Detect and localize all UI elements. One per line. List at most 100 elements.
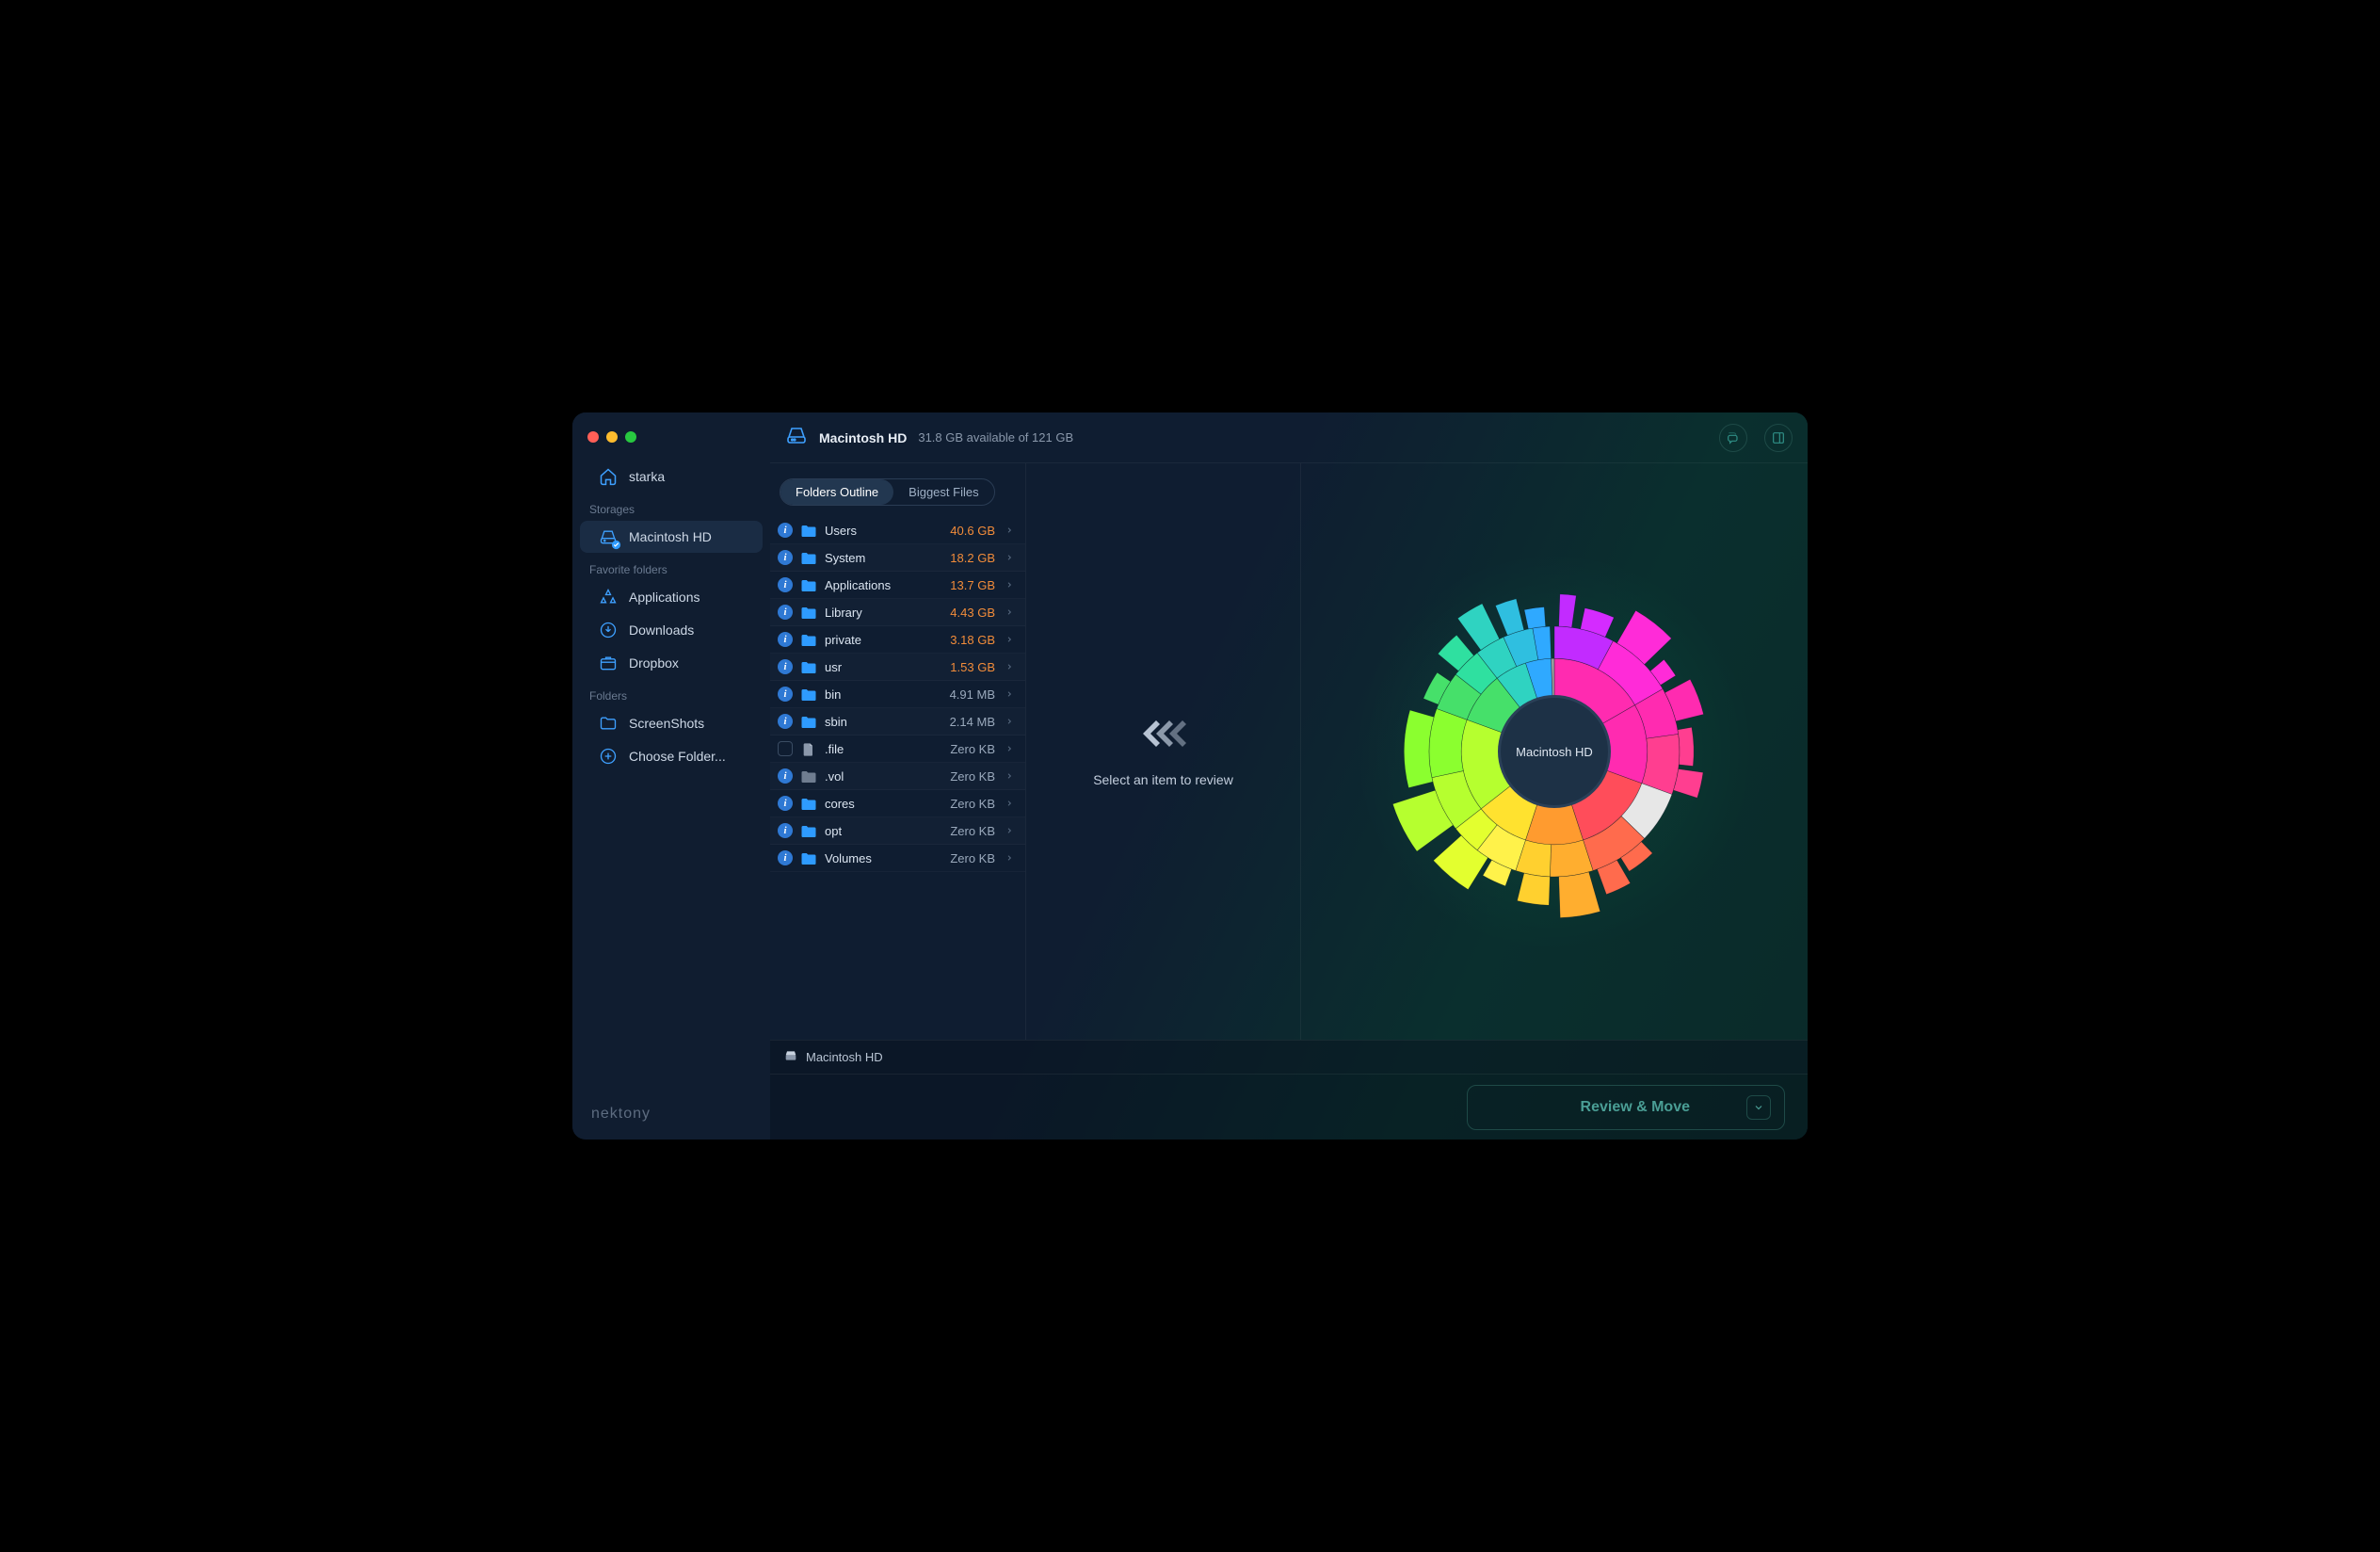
- folder-icon: [800, 769, 817, 783]
- folder-size: 4.91 MB: [933, 687, 995, 702]
- titlebar: Macintosh HD 31.8 GB available of 121 GB: [770, 412, 1808, 463]
- minimize-button[interactable]: [606, 431, 618, 443]
- chevron-right-icon: [1003, 825, 1016, 836]
- folder-size: 18.2 GB: [933, 551, 995, 565]
- folder-size: 40.6 GB: [933, 524, 995, 538]
- folder-name: private: [825, 633, 925, 647]
- sidebar-item-dropbox[interactable]: Dropbox: [580, 647, 763, 679]
- sidebar-heading: Favorite folders: [572, 554, 770, 580]
- folder-row[interactable]: iUsers40.6 GB: [770, 517, 1025, 544]
- info-icon[interactable]: i: [778, 687, 793, 702]
- folder-icon: [599, 714, 618, 733]
- titlebar-title: Macintosh HD: [819, 430, 907, 445]
- folder-row[interactable]: i System 18.2 GB: [770, 544, 1025, 572]
- folder-row[interactable]: icoresZero KB: [770, 790, 1025, 817]
- chevron-down-icon[interactable]: [1746, 1095, 1771, 1120]
- info-icon[interactable]: i: [778, 850, 793, 865]
- maximize-button[interactable]: [625, 431, 636, 443]
- folder-name: bin: [825, 687, 925, 702]
- folder-size: Zero KB: [933, 851, 995, 865]
- panel-button[interactable]: [1764, 424, 1793, 452]
- sidebar-item-downloads[interactable]: Downloads: [580, 614, 763, 646]
- folder-size: 3.18 GB: [933, 633, 995, 647]
- sidebar-item-macintosh-hd[interactable]: Macintosh HD: [580, 521, 763, 553]
- sidebar-item-label: Choose Folder...: [629, 749, 726, 764]
- chevron-right-icon: [1003, 852, 1016, 864]
- folder-icon: [800, 715, 817, 728]
- folder-name: .file: [825, 742, 925, 756]
- info-icon[interactable]: i: [778, 523, 793, 538]
- path-bar[interactable]: Macintosh HD: [770, 1040, 1808, 1074]
- chevron-right-icon: [1003, 634, 1016, 645]
- chevron-right-icon: [1003, 606, 1016, 618]
- folder-name: System: [825, 551, 925, 565]
- preview-column: Select an item to review: [1026, 463, 1301, 1040]
- chevron-right-icon: [1003, 770, 1016, 782]
- info-icon[interactable]: i: [778, 659, 793, 674]
- folder-icon: [800, 633, 817, 646]
- folder-row[interactable]: i.volZero KB: [770, 763, 1025, 790]
- review-move-button[interactable]: Review & Move: [1467, 1085, 1785, 1130]
- folder-column: Folders OutlineBiggest Files iUsers40.6 …: [770, 463, 1026, 1040]
- home-icon: [599, 467, 618, 486]
- folder-row[interactable]: .fileZero KB: [770, 736, 1025, 763]
- folder-size: 2.14 MB: [933, 715, 995, 729]
- folder-icon: [800, 660, 817, 673]
- chevron-right-icon: [1003, 716, 1016, 727]
- folder-row[interactable]: ioptZero KB: [770, 817, 1025, 845]
- chat-button[interactable]: [1719, 424, 1747, 452]
- folder-row[interactable]: iVolumesZero KB: [770, 845, 1025, 872]
- tab-biggest-files[interactable]: Biggest Files: [893, 479, 993, 505]
- info-icon[interactable]: i: [778, 577, 793, 592]
- folder-row[interactable]: isbin2.14 MB: [770, 708, 1025, 736]
- folder-icon: [800, 742, 817, 755]
- sidebar: starka StoragesMacintosh HDFavorite fold…: [572, 412, 770, 1140]
- folder-name: usr: [825, 660, 925, 674]
- folder-size: 1.53 GB: [933, 660, 995, 674]
- info-icon[interactable]: i: [778, 632, 793, 647]
- folder-icon: [800, 851, 817, 865]
- folder-row[interactable]: iLibrary4.43 GB: [770, 599, 1025, 626]
- chevrons-left-icon: [1137, 717, 1190, 755]
- chevron-right-icon: [1003, 525, 1016, 536]
- tab-folders-outline[interactable]: Folders Outline: [780, 479, 893, 505]
- sidebar-item-applications[interactable]: Applications: [580, 581, 763, 613]
- close-button[interactable]: [587, 431, 599, 443]
- folder-icon: [800, 524, 817, 537]
- plus-icon: [599, 747, 618, 766]
- sidebar-item-label: Macintosh HD: [629, 529, 712, 544]
- footer: Review & Move: [770, 1074, 1808, 1140]
- chevron-right-icon: [1003, 743, 1016, 754]
- sidebar-item-label: starka: [629, 469, 665, 484]
- preview-hint: Select an item to review: [1093, 772, 1233, 787]
- review-move-label: Review & Move: [1581, 1099, 1690, 1116]
- folder-name: opt: [825, 824, 925, 838]
- sidebar-item-label: Dropbox: [629, 655, 679, 671]
- sidebar-item-label: ScreenShots: [629, 716, 704, 731]
- sidebar-item-home[interactable]: starka: [580, 461, 763, 493]
- checkbox[interactable]: [778, 741, 793, 756]
- info-icon[interactable]: i: [778, 605, 793, 620]
- info-icon[interactable]: i: [778, 768, 793, 784]
- disk-icon: [599, 527, 618, 546]
- drive-icon: [783, 1048, 798, 1066]
- view-tabs: Folders OutlineBiggest Files: [780, 478, 995, 506]
- chevron-right-icon: [1003, 688, 1016, 700]
- app-window: starka StoragesMacintosh HDFavorite fold…: [572, 412, 1808, 1140]
- folder-row[interactable]: iApplications13.7 GB: [770, 572, 1025, 599]
- info-icon[interactable]: i: [778, 550, 793, 565]
- folder-name: Applications: [825, 578, 925, 592]
- sidebar-item-screenshots[interactable]: ScreenShots: [580, 707, 763, 739]
- apps-icon: [599, 588, 618, 606]
- info-icon[interactable]: i: [778, 714, 793, 729]
- folder-row[interactable]: i bin 4.91 MB: [770, 681, 1025, 708]
- folder-row[interactable]: i private 3.18 GB: [770, 626, 1025, 654]
- folder-row[interactable]: i usr 1.53 GB: [770, 654, 1025, 681]
- info-icon[interactable]: i: [778, 796, 793, 811]
- path-label: Macintosh HD: [806, 1050, 883, 1064]
- folder-size: Zero KB: [933, 797, 995, 811]
- sidebar-item-choose[interactable]: Choose Folder...: [580, 740, 763, 772]
- chevron-right-icon: [1003, 552, 1016, 563]
- sunburst-chart[interactable]: Macintosh HD: [1375, 573, 1733, 930]
- info-icon[interactable]: i: [778, 823, 793, 838]
